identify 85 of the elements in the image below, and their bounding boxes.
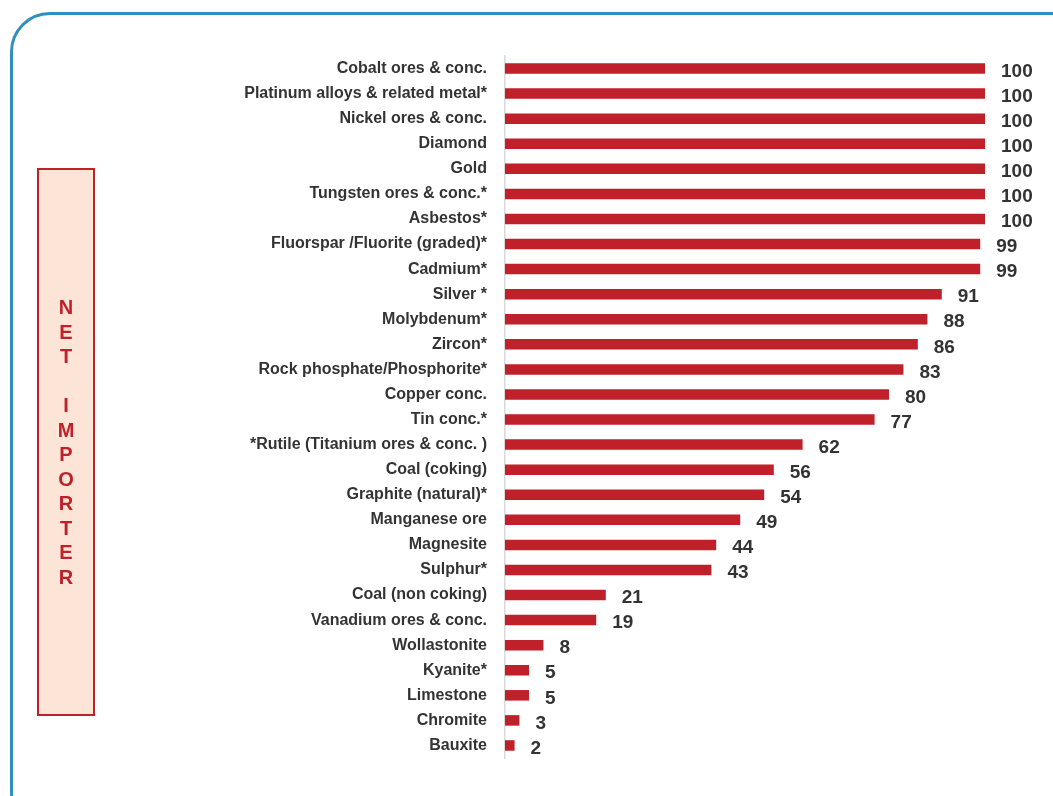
data-label: 100 xyxy=(1001,185,1033,207)
bar xyxy=(505,539,717,551)
bar xyxy=(505,188,985,200)
data-label: 3 xyxy=(535,711,546,733)
data-label: 99 xyxy=(996,260,1018,282)
bar xyxy=(505,614,597,626)
data-label: 43 xyxy=(727,561,749,583)
bar xyxy=(505,489,765,501)
y-tick-label: Graphite (natural)* xyxy=(346,485,488,503)
data-label: 2 xyxy=(530,736,542,758)
y-tick-label: Manganese ore xyxy=(370,510,488,528)
data-label: 100 xyxy=(1001,59,1033,81)
bar xyxy=(505,414,875,425)
data-label: 56 xyxy=(789,460,811,482)
y-tick-label: Cobalt ores & conc. xyxy=(336,58,487,76)
data-label: 100 xyxy=(1001,84,1033,106)
bar xyxy=(505,238,981,250)
bar xyxy=(505,740,515,751)
y-tick-label: Coal (non coking) xyxy=(351,585,487,603)
bar xyxy=(505,288,942,300)
bar xyxy=(505,514,741,526)
bar xyxy=(505,715,520,726)
bar xyxy=(505,464,774,475)
y-tick-label: *Rutile (Titanium ores & conc. ) xyxy=(249,435,487,453)
y-tick-label: Silver * xyxy=(432,284,488,302)
y-tick-label: Vanadium ores & conc. xyxy=(310,610,487,628)
y-tick-label: Fluorspar /Fluorite (graded)* xyxy=(270,234,488,252)
bar xyxy=(505,63,985,74)
bar xyxy=(505,690,529,701)
data-label: 99 xyxy=(996,235,1018,257)
data-label: 100 xyxy=(1001,210,1033,232)
data-label: 83 xyxy=(919,360,941,382)
text: NET IMPORTER xyxy=(57,296,75,588)
y-tick-label: Zircon* xyxy=(431,334,488,352)
bar xyxy=(505,263,981,275)
y-tick-label: Molybdenum* xyxy=(382,309,488,327)
y-tick-label: Limestone xyxy=(406,685,488,703)
data-label: 19 xyxy=(612,611,634,633)
y-tick-label: Kyanite* xyxy=(422,660,488,678)
bar xyxy=(505,339,918,350)
data-label: 80 xyxy=(905,385,927,407)
y-tick-label: Magnesite xyxy=(408,535,488,553)
y-tick-label: Platinum alloys & related metal* xyxy=(244,84,488,102)
data-label: 5 xyxy=(545,686,556,708)
bar xyxy=(505,138,985,150)
data-label: 100 xyxy=(1001,109,1033,131)
bar xyxy=(505,564,712,576)
y-tick-label: Sulphur* xyxy=(420,560,488,578)
bar xyxy=(505,589,606,601)
data-label: 86 xyxy=(933,335,955,357)
bar xyxy=(505,88,985,99)
data-label: 100 xyxy=(1001,160,1033,182)
y-tick-label: Chromite xyxy=(416,710,488,728)
y-tick-label: Copper conc. xyxy=(384,384,487,402)
data-label: 5 xyxy=(545,661,556,683)
y-tick-label: Tin conc.* xyxy=(410,409,488,427)
data-label: 21 xyxy=(621,586,644,608)
y-tick-label: Gold xyxy=(450,159,487,177)
data-label: 54 xyxy=(780,485,802,507)
bar xyxy=(505,364,904,375)
bar xyxy=(505,439,803,450)
bar xyxy=(505,113,985,124)
data-label: 49 xyxy=(756,511,778,533)
data-label: 8 xyxy=(559,636,570,658)
y-tick-label: Diamond xyxy=(418,134,487,152)
y-tick-label: Coal (coking) xyxy=(385,460,487,478)
bar xyxy=(505,639,544,651)
y-tick-label: Nickel ores & conc. xyxy=(339,109,487,127)
y-tick-label: Wollastonite xyxy=(392,635,488,653)
data-label: 100 xyxy=(1001,134,1033,156)
data-label: 91 xyxy=(957,285,980,307)
y-tick-label: Bauxite xyxy=(429,735,488,753)
bar xyxy=(505,313,928,325)
y-tick-label: Tungsten ores & conc.* xyxy=(309,184,488,202)
y-tick-label: Asbestos* xyxy=(408,209,488,227)
data-label: 44 xyxy=(732,536,754,558)
data-label: 77 xyxy=(890,410,912,432)
bar xyxy=(505,389,889,400)
data-label: 62 xyxy=(818,435,840,457)
bar xyxy=(505,664,529,676)
y-tick-label: Rock phosphate/Phosphorite* xyxy=(258,359,488,377)
bar xyxy=(505,213,985,225)
data-label: 88 xyxy=(943,310,965,332)
bar xyxy=(505,163,985,175)
y-tick-label: Cadmium* xyxy=(407,259,488,277)
